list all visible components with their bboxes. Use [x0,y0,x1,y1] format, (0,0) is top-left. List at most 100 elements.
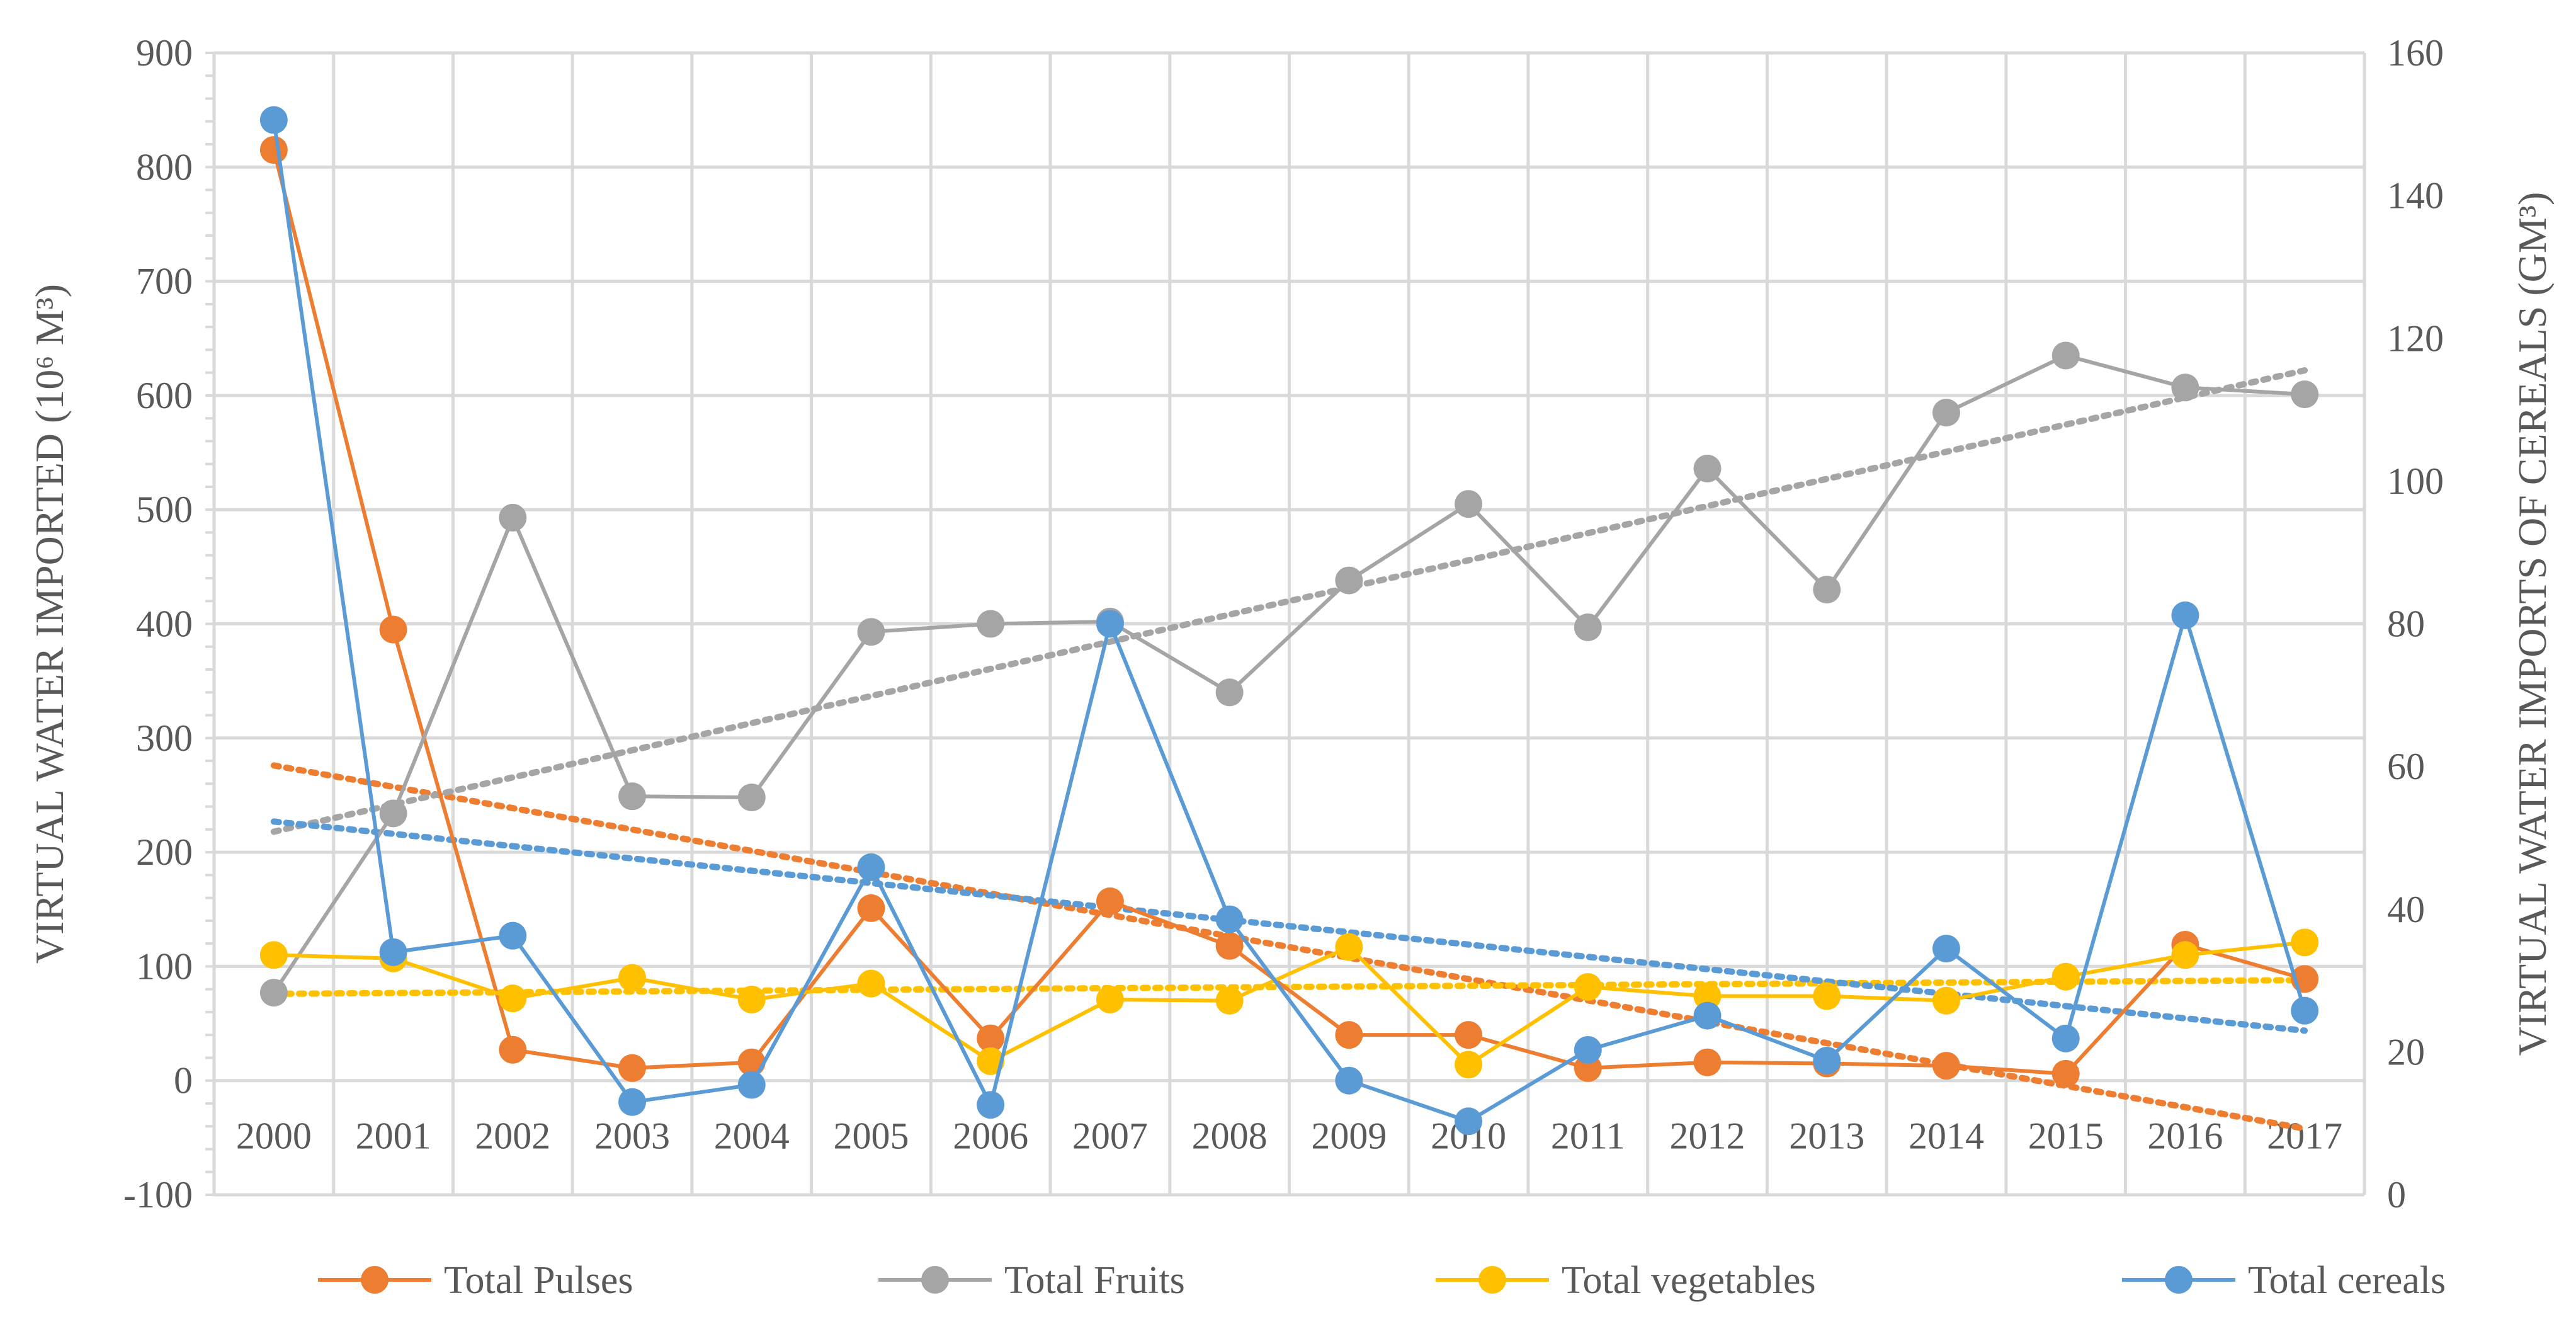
data-point-total-vegetables [1335,933,1363,961]
legend-label-total-pulses: Total Pulses [444,1259,633,1302]
data-point-total-fruits [2291,380,2319,409]
right-tick-label: 80 [2387,603,2425,645]
left-tick-label: 500 [136,489,193,530]
data-point-total-cereals [1932,935,1960,963]
data-point-total-cereals [977,1091,1005,1119]
x-tick-label: 2001 [356,1115,431,1157]
legend-marker-total-fruits [921,1266,949,1294]
series [259,106,2319,1136]
data-point-total-pulses [618,1054,647,1082]
data-point-total-fruits [1335,566,1363,595]
left-tick-label: 200 [136,831,193,873]
x-tick-label: 2002 [475,1115,550,1157]
data-point-total-vegetables [857,969,885,998]
left-tick-label: 800 [136,146,193,188]
data-point-total-vegetables [259,941,288,969]
data-point-total-fruits [2171,373,2199,402]
data-point-total-cereals [1455,1107,1483,1136]
data-point-total-pulses [1932,1052,1960,1080]
legend-label-total-vegetables: Total vegetables [1562,1259,1816,1302]
data-point-total-pulses [379,615,407,644]
left-tick-label: 0 [174,1060,193,1102]
data-point-total-cereals [2051,1024,2080,1052]
data-point-total-pulses [1096,887,1124,916]
data-point-total-cereals [259,106,288,134]
data-point-total-fruits [379,799,407,828]
trendline-total-fruits [270,367,2308,835]
data-point-total-vegetables [737,985,766,1013]
left-tick-label: 900 [136,32,193,74]
series-line-total-vegetables [273,940,2305,1067]
x-tick-label: 2004 [714,1115,790,1157]
left-tick-label: 400 [136,603,193,645]
x-tick-label: 2017 [2267,1115,2342,1157]
left-tick-label: 600 [136,375,193,416]
data-point-total-pulses [1215,932,1244,960]
x-tick-label: 2000 [236,1115,312,1157]
series-line-total-fruits [272,353,2305,994]
x-tick-label: 2013 [1789,1115,1864,1157]
data-point-total-vegetables [1932,986,1960,1015]
data-point-total-fruits [1813,576,1841,604]
data-point-total-pulses [499,1035,527,1064]
x-tick-label: 2008 [1192,1115,1268,1157]
right-tick-label: 0 [2387,1174,2406,1216]
x-tick-label: 2005 [833,1115,909,1157]
data-point-total-fruits [1215,678,1244,707]
data-point-total-vegetables [2291,928,2319,957]
data-point-total-cereals [1693,1001,1722,1030]
data-point-total-cereals [2171,601,2199,629]
series-line-total-pulses [271,149,2305,1076]
data-point-total-cereals [1096,610,1124,638]
left-tick-label: 700 [136,261,193,302]
data-point-total-vegetables [977,1047,1005,1075]
legend-marker-total-vegetables [1478,1266,1506,1294]
data-point-total-fruits [857,618,885,646]
data-point-total-pulses [259,136,288,164]
trendline-total-vegetables [270,977,2308,997]
data-point-total-cereals [1335,1066,1363,1095]
legend: Total Pulses Total Fruits Total vegetables… [318,1259,2446,1302]
data-point-total-cereals [618,1088,647,1116]
right-tick-label: 160 [2387,32,2444,74]
left-tick-label: -100 [123,1174,193,1216]
data-point-total-fruits [977,610,1005,638]
right-axis-title: VIRTUAL WATER IMPORTS OF CEREALS (GM³) [2510,192,2555,1056]
data-point-total-vegetables [618,964,647,992]
x-tick-label: 2007 [1072,1115,1148,1157]
x-tick-label: 2014 [1909,1115,1984,1157]
legend-marker-total-pulses [361,1266,389,1294]
data-point-total-fruits [737,784,766,812]
right-tick-label: 60 [2387,746,2425,787]
data-point-total-fruits [1932,399,1960,427]
data-point-total-vegetables [2051,962,2080,991]
legend-label-total-cereals: Total cereals [2248,1259,2446,1302]
series-line-total-cereals [271,120,2307,1124]
data-point-total-fruits [618,782,647,811]
data-point-total-vegetables [1813,982,1841,1010]
data-point-total-cereals [379,938,407,966]
data-point-total-vegetables [1693,982,1722,1010]
data-point-total-fruits [1455,490,1483,518]
data-point-total-pulses [1693,1048,1722,1076]
axes: -100 0 100 200 300 400 500 600 700 800 900 0 20 40 60 8… [27,32,2555,1216]
left-tick-label: 300 [136,717,193,759]
data-point-total-fruits [2051,341,2080,370]
data-point-total-pulses [857,894,885,922]
data-point-total-cereals [2291,996,2319,1025]
data-point-total-cereals [1574,1035,1602,1064]
data-point-total-vegetables [2171,941,2199,969]
left-tick-label: 100 [136,945,193,987]
data-point-total-fruits [499,503,527,532]
data-point-total-pulses [1335,1021,1363,1049]
x-tick-label: 2012 [1670,1115,1745,1157]
data-point-total-pulses [1455,1021,1483,1049]
x-tick-label: 2015 [2028,1115,2104,1157]
right-tick-label: 140 [2387,175,2444,217]
data-point-total-cereals [499,921,527,950]
right-tick-label: 40 [2387,889,2425,930]
data-point-total-vegetables [1455,1051,1483,1079]
x-tick-label: 2003 [594,1115,670,1157]
